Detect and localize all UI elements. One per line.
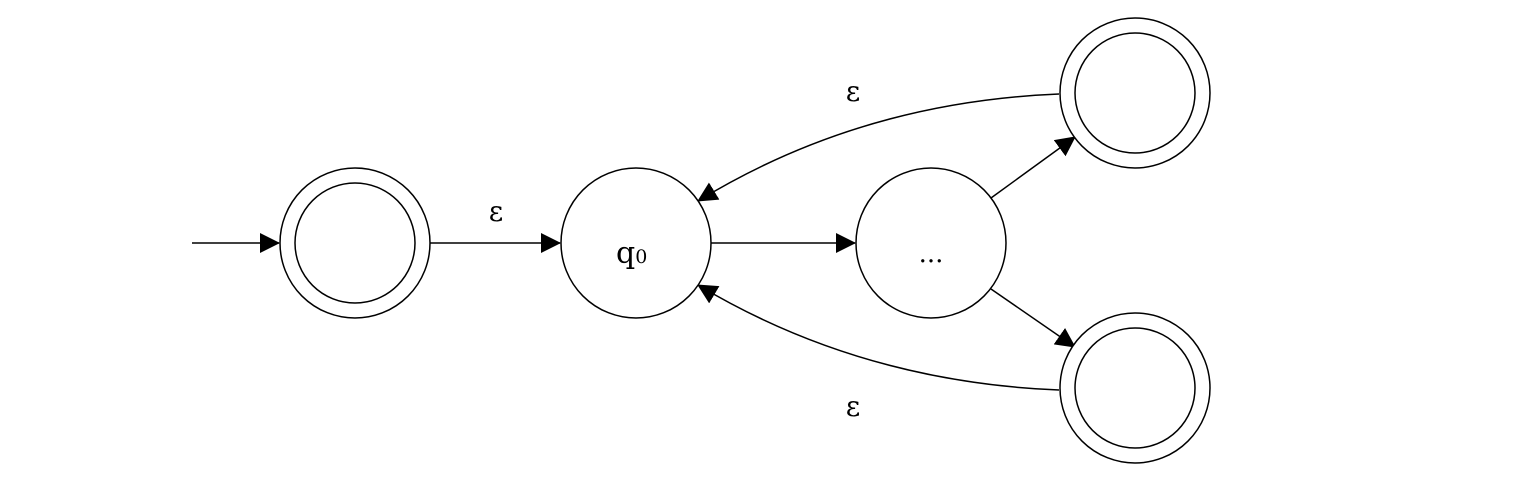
state-accept-bottom-inner-ring: [1074, 327, 1196, 449]
state-middle: ...: [855, 167, 1007, 319]
state-middle-label: ...: [919, 239, 944, 269]
state-accept-top: [1059, 17, 1211, 169]
state-q0-circle: [560, 167, 712, 319]
state-middle-circle: [855, 167, 1007, 319]
edge-accept-top-to-q0: [697, 93, 1060, 202]
state-accept-top-inner-ring: [1074, 32, 1196, 154]
state-q0-label-subscript: 0: [635, 246, 647, 268]
edge-accept-bottom-to-q0: [697, 284, 1060, 391]
state-new-start: [279, 167, 431, 319]
edge-accept-top-to-q0-label: ε: [846, 75, 861, 108]
state-new-start-inner-ring: [294, 182, 416, 304]
edge-middle-to-accept-bottom: [990, 288, 1076, 348]
edge-middle-to-accept-top: [990, 136, 1076, 199]
edge-accept-bottom-to-q0-label: ε: [846, 390, 861, 423]
edge-new-start-to-q0-label: ε: [489, 195, 504, 228]
state-q0-label-main: q: [616, 236, 635, 271]
state-q0: q0: [560, 167, 712, 319]
state-q0-label: q0: [616, 236, 647, 271]
state-accept-bottom: [1059, 312, 1211, 464]
